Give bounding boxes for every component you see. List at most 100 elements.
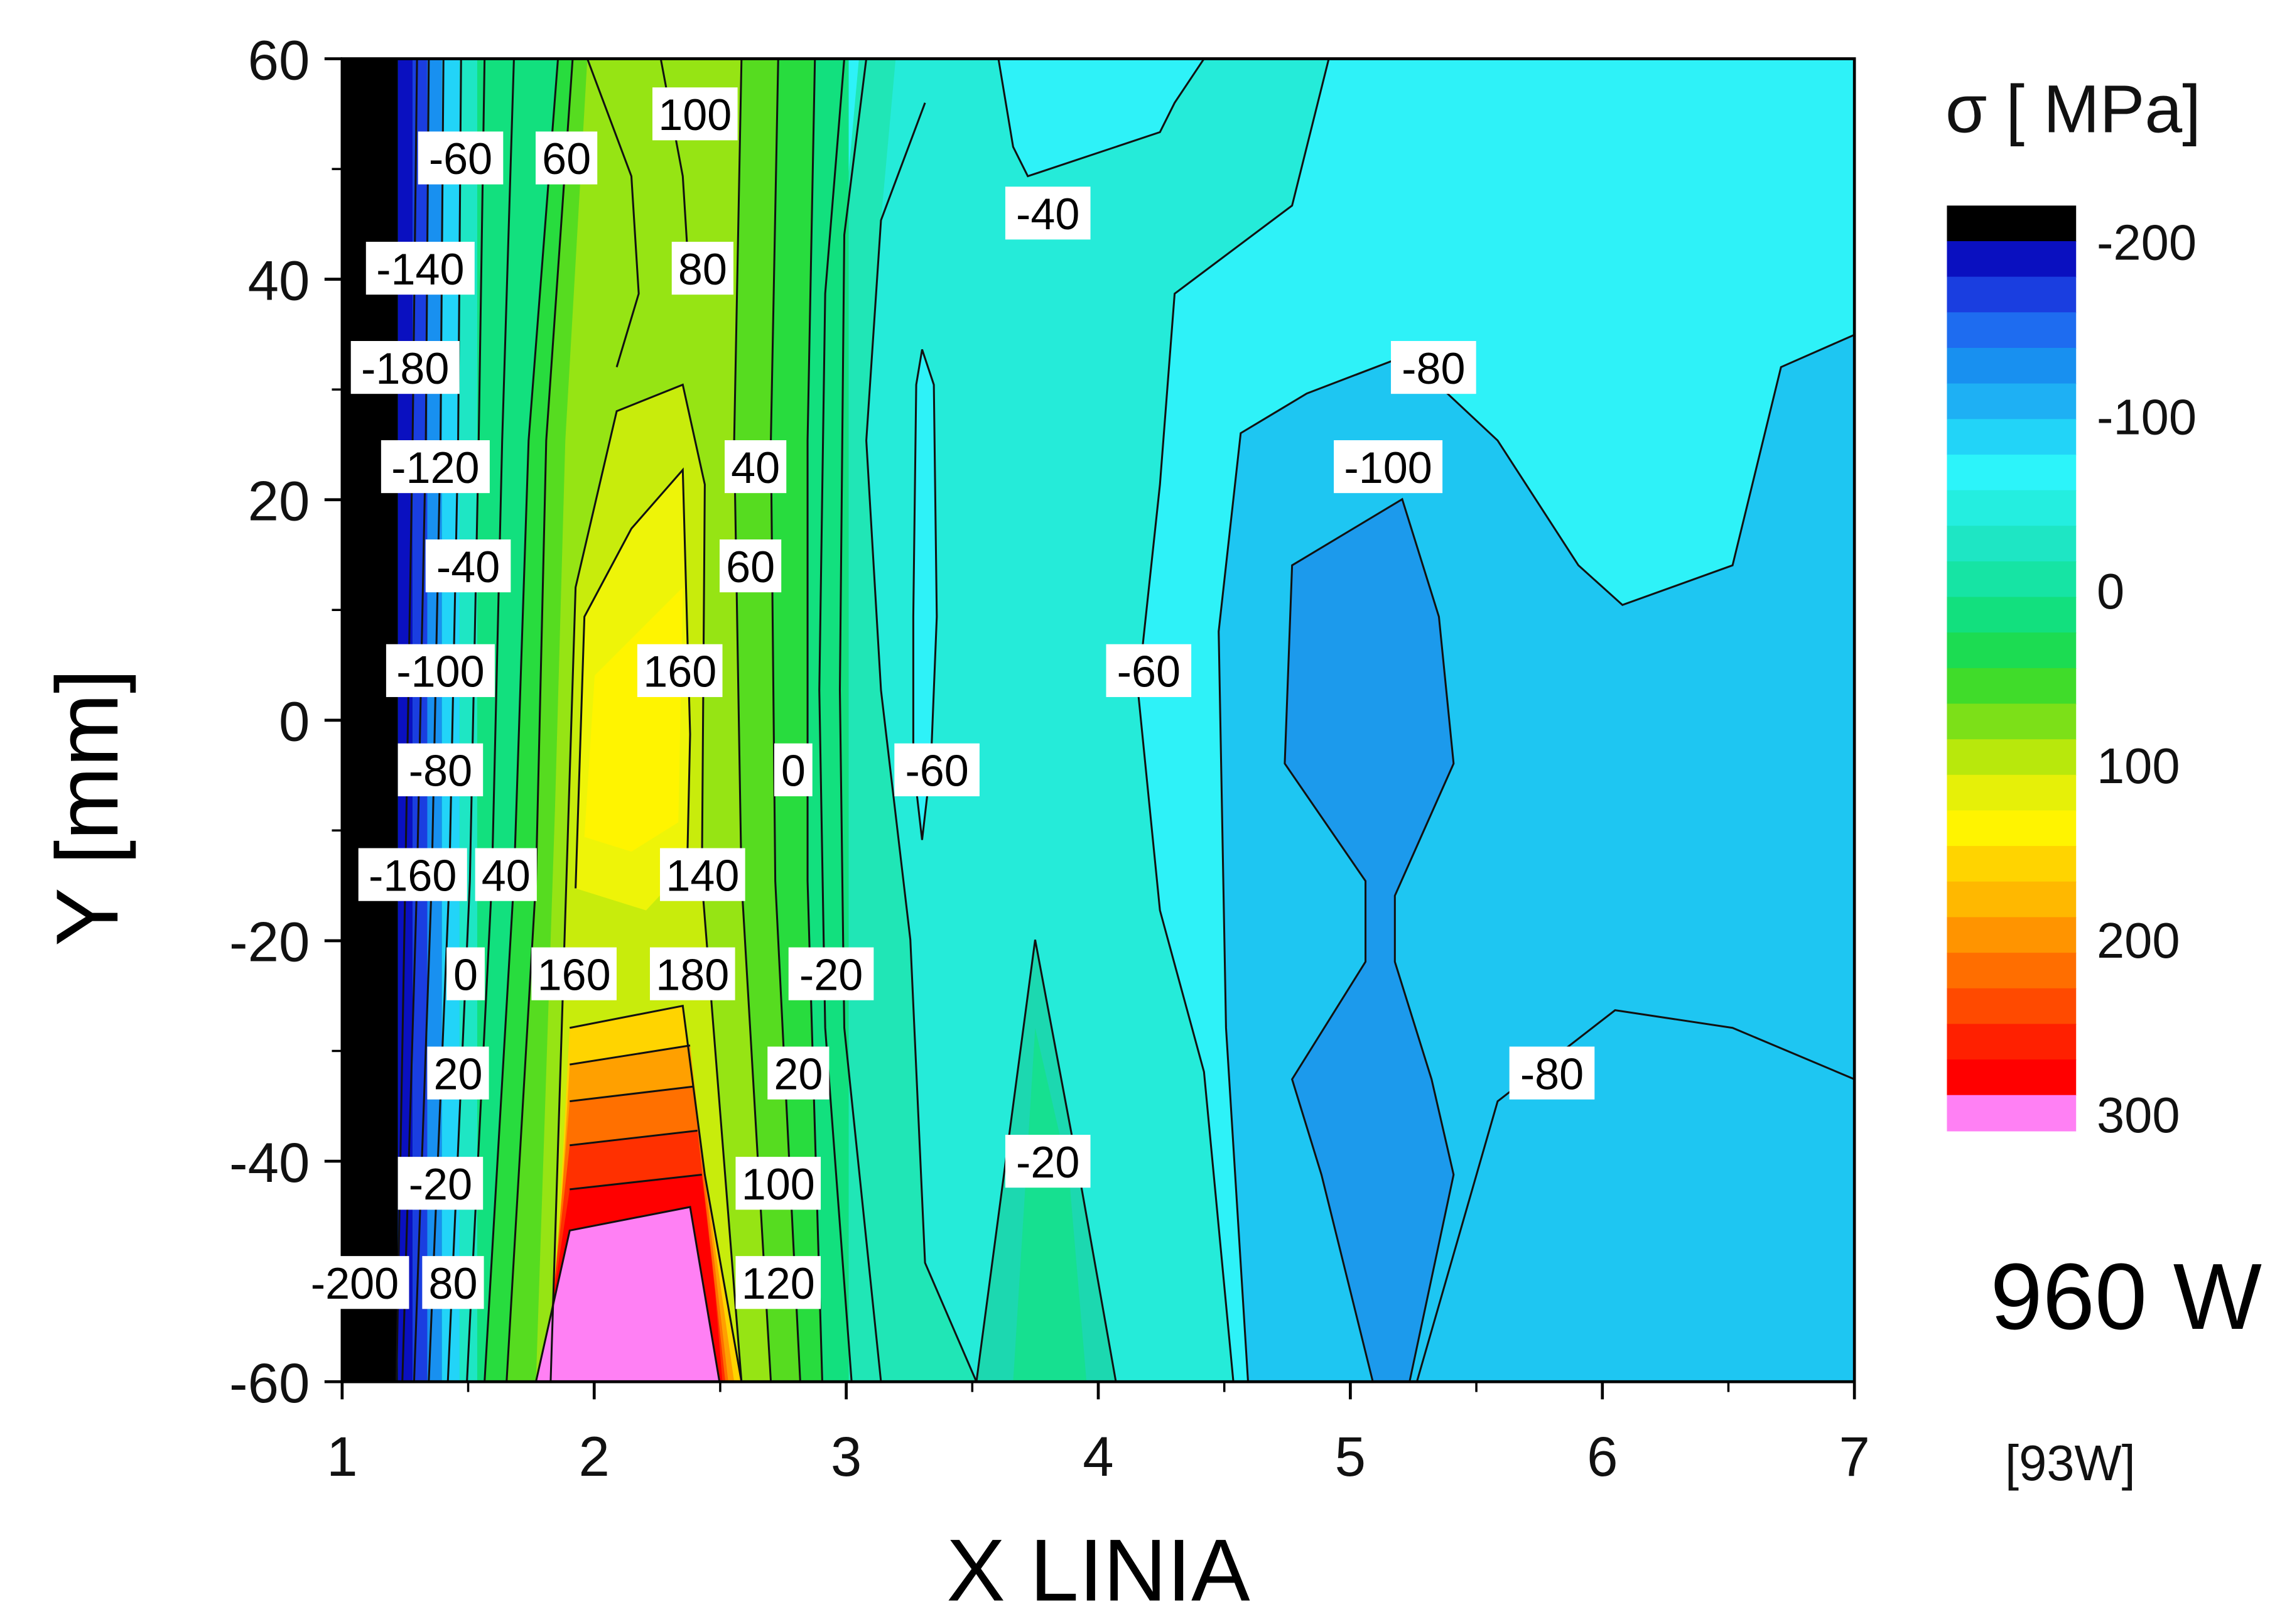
contour-label-box (671, 241, 733, 295)
contour-label-box (535, 131, 598, 185)
x-tick-label: 6 (1587, 1426, 1618, 1488)
colorbar: σ [ MPa] -200 -100 0 100 200 300 (1945, 71, 2201, 1143)
colorbar-tick-label: 200 (2097, 912, 2180, 968)
contour-label-box (422, 1256, 484, 1309)
y-tick-label: -20 (229, 911, 310, 973)
contour-label: -140 (365, 241, 475, 295)
contour-line (1218, 333, 1855, 1382)
contour-label-text: 160 (538, 950, 611, 999)
contour-label: 40 (475, 848, 537, 901)
contour-label-text: 100 (742, 1160, 815, 1209)
contour-label-text: 100 (658, 90, 732, 139)
contour-label-box (397, 743, 484, 796)
contour-bands (342, 58, 1855, 1382)
contour-line (1284, 497, 1455, 1382)
colorbar-ticks: -200 -100 0 100 200 300 (2097, 214, 2197, 1143)
band-minus-100 (1284, 499, 1454, 1382)
contour-label-box (365, 241, 475, 295)
colorbar-swatch (1947, 561, 2077, 598)
contour-label-text: -80 (1520, 1049, 1584, 1098)
contour-label: -60 (418, 131, 504, 185)
contour-label-text: 0 (453, 950, 478, 999)
contour-label-text: 60 (726, 543, 775, 592)
contour-line (997, 58, 1205, 178)
contour-label-box (300, 1256, 409, 1309)
contour-label-text: 120 (742, 1259, 815, 1308)
colorbar-tick-label: -100 (2097, 389, 2197, 445)
colorbar-swatch (1947, 490, 2077, 527)
y-axis: 60 40 20 0 -20 -40 -60 (229, 29, 342, 1414)
contour-label: -80 (397, 743, 484, 796)
contour-line (569, 1004, 743, 1382)
contour-label-text: 160 (643, 647, 716, 696)
colorbar-swatch (1947, 383, 2077, 420)
contour-label-box (894, 743, 980, 796)
contour-label-box (767, 1046, 830, 1100)
x-axis: 1 2 3 4 5 6 7 (327, 1382, 1870, 1488)
x-tick-label: 7 (1839, 1426, 1869, 1488)
band-minus-20 (814, 58, 976, 1382)
contour-label-box (446, 947, 485, 1000)
x-tick-label: 1 (327, 1426, 357, 1488)
contour-label-text: 40 (731, 443, 780, 492)
x-axis-title: X LINIA (946, 1521, 1250, 1620)
contour-label: -200 (300, 1256, 409, 1309)
y-tick-label: -40 (229, 1132, 310, 1194)
contour-label-text: -160 (369, 851, 457, 900)
contour-line (570, 1085, 693, 1103)
colorbar-swatch (1947, 953, 2077, 989)
colorbar-swatch (1947, 988, 2077, 1025)
x-tick-label: 3 (831, 1426, 862, 1488)
y-axis-title: Y [mm] (38, 669, 136, 946)
contour-label-text: -180 (361, 344, 449, 393)
contour-line (1415, 1009, 1855, 1382)
contour-label: 80 (422, 1256, 484, 1309)
contour-label-text: -60 (429, 134, 492, 183)
contour-line (733, 58, 772, 1382)
contour-label-text: -100 (396, 647, 484, 696)
contour-label-text: -140 (376, 245, 464, 294)
contour-label-box (1391, 340, 1476, 394)
contour-label: -100 (386, 644, 495, 697)
power-label: 960 W (1991, 1244, 2262, 1349)
contour-label-text: -20 (799, 950, 863, 999)
colorbar-tick-label: 0 (2097, 563, 2124, 619)
contour-label-box (788, 947, 874, 1000)
contour-label-text: -80 (409, 747, 472, 796)
colorbar-tick-label: 300 (2097, 1087, 2180, 1143)
contour-label: -180 (350, 340, 460, 394)
contour-label-text: 20 (433, 1049, 482, 1098)
colorbar-title: σ [ MPa] (1945, 71, 2201, 146)
contour-label-text: 140 (666, 851, 739, 900)
contour-line (586, 58, 640, 367)
colorbar-swatch (1947, 917, 2077, 954)
contour-label: 0 (446, 947, 485, 1000)
y-tick-label: 20 (248, 470, 310, 532)
contour-label: -100 (1334, 440, 1443, 494)
contour-label-box (1334, 440, 1443, 494)
contour-label-text: 80 (428, 1259, 477, 1308)
contour-label-box (735, 1256, 821, 1309)
contour-label-text: -40 (436, 543, 500, 592)
contour-label-box (652, 87, 738, 141)
colorbar-swatch (1947, 810, 2077, 847)
contour-label-box (1005, 1135, 1091, 1188)
contour-line (575, 467, 691, 889)
contour-line (865, 102, 978, 1382)
contour-label-box (1106, 644, 1192, 697)
colorbar-swatch (1947, 205, 2077, 242)
contour-label: 100 (652, 87, 738, 141)
contour-label-box (725, 440, 787, 494)
y-tick-label: -60 (229, 1352, 310, 1414)
contour-label: 80 (671, 241, 733, 295)
contour-line (505, 58, 574, 1382)
colorbar-swatches (1947, 205, 2077, 1132)
contour-label-box (350, 340, 460, 394)
contour-label: 160 (637, 644, 723, 697)
contour-line (570, 1129, 698, 1147)
contour-label: 100 (735, 1157, 821, 1210)
colorbar-swatch (1947, 276, 2077, 313)
colorbar-tick-label: 100 (2097, 738, 2180, 794)
colorbar-swatch (1947, 1095, 2077, 1132)
